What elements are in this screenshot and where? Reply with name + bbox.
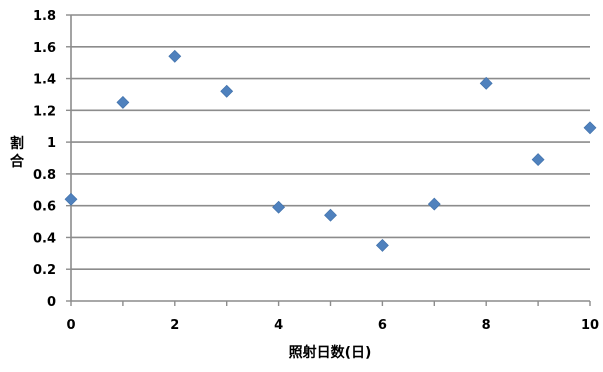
data-point — [220, 84, 234, 98]
data-point — [583, 121, 597, 135]
y-tick-label: 0 — [47, 295, 56, 310]
data-point — [272, 200, 286, 214]
data-point — [427, 197, 441, 211]
data-point — [531, 153, 545, 167]
y-axis-title-char: 割 — [10, 135, 24, 152]
y-tick-label: 1.2 — [33, 104, 56, 119]
data-point — [116, 95, 130, 109]
data-point — [324, 208, 337, 222]
x-tick-label: 10 — [581, 318, 599, 333]
y-axis-title: 割合 — [10, 135, 25, 170]
axes — [66, 14, 591, 306]
y-tick-label: 0.8 — [33, 168, 56, 183]
y-tick-label: 0.2 — [33, 263, 56, 278]
y-tick-label: 0.4 — [33, 231, 56, 246]
x-tick-label: 8 — [482, 318, 491, 333]
x-tick-label: 2 — [170, 318, 179, 333]
grid-lines — [71, 14, 590, 271]
y-axis-title-char: 合 — [10, 153, 25, 170]
x-tick-label: 0 — [66, 318, 75, 333]
x-tick-label: 6 — [378, 318, 387, 333]
y-tick-label: 1.4 — [33, 73, 56, 88]
data-point — [64, 192, 78, 206]
data-point — [168, 49, 182, 63]
y-tick-label: 0.6 — [33, 200, 56, 215]
x-tick-label: 4 — [274, 318, 283, 333]
data-point — [375, 238, 389, 252]
y-tick-label: 1 — [47, 136, 56, 151]
tick-labels: 0 0.2 0.4 0.6 0.8 1 1.2 1.4 1.6 1.8 0 2 4 6 8 10 — [33, 9, 599, 333]
y-tick-label: 1.6 — [33, 41, 56, 56]
data-point — [479, 76, 493, 90]
y-tick-label: 1.8 — [33, 9, 56, 24]
data-points — [64, 49, 597, 252]
x-axis-title: 照射日数(日) — [289, 344, 372, 361]
